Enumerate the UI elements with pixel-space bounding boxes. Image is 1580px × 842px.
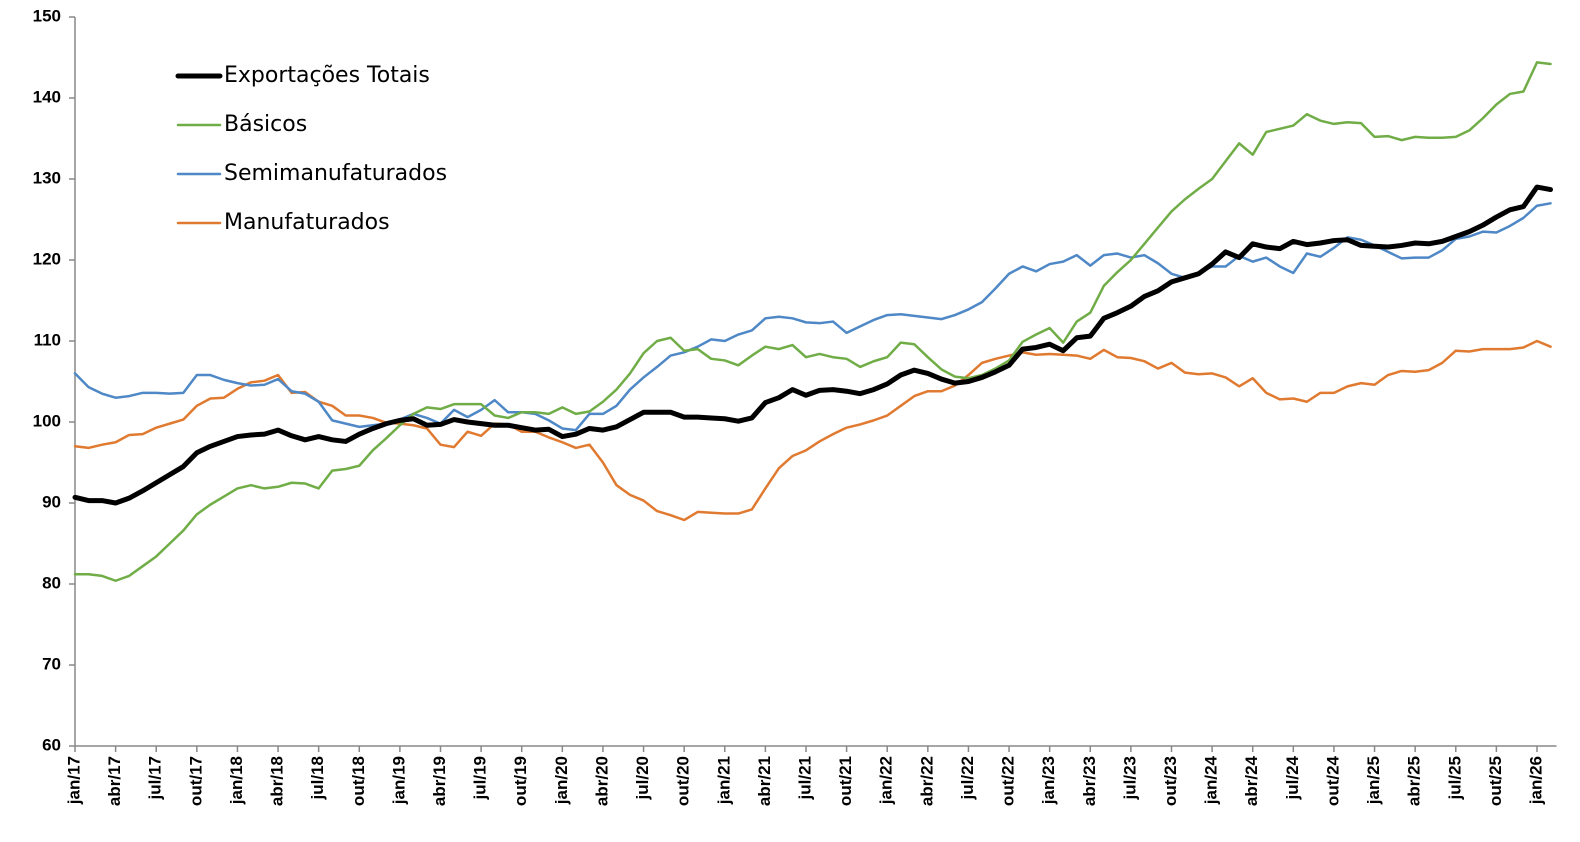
y-tick-label: 120 — [33, 249, 61, 268]
x-tick-label: abr/23 — [1080, 756, 1099, 806]
x-tick-label: abr/18 — [268, 756, 287, 806]
x-tick-label: out/22 — [999, 756, 1018, 806]
x-tick-label: jan/23 — [1039, 756, 1058, 805]
x-tick-label: jul/24 — [1283, 755, 1302, 800]
x-tick-label: jan/22 — [877, 756, 896, 805]
y-tick-label: 100 — [33, 411, 61, 430]
x-tick-label: abr/25 — [1405, 756, 1424, 806]
y-tick-label: 70 — [42, 654, 61, 673]
x-tick-label: jul/23 — [1120, 756, 1139, 800]
x-tick-label: jan/21 — [714, 756, 733, 805]
y-tick-label: 110 — [34, 330, 61, 349]
series-line — [73, 202, 1552, 432]
legend-label: Manufaturados — [224, 210, 390, 235]
x-tick-label: abr/24 — [1242, 755, 1261, 806]
y-tick-label: 90 — [42, 492, 61, 511]
y-tick-label: 140 — [33, 87, 61, 106]
legend-label: Exportações Totais — [224, 63, 430, 88]
x-tick-label: out/18 — [349, 756, 368, 806]
x-tick-label: jul/17 — [146, 756, 165, 800]
x-tick-label: abr/20 — [592, 756, 611, 806]
x-tick-label: out/17 — [186, 756, 205, 806]
x-tick-label: out/25 — [1486, 756, 1505, 806]
x-tick-label: jul/22 — [958, 756, 977, 800]
x-tick-label: abr/17 — [105, 756, 124, 806]
x-tick-label: jul/20 — [633, 756, 652, 800]
x-tick-label: out/21 — [836, 756, 855, 806]
series-line — [73, 339, 1552, 522]
x-tick-label: abr/21 — [755, 756, 774, 806]
legend-label: Básicos — [224, 112, 307, 137]
legend-label: Semimanufaturados — [224, 161, 447, 186]
x-tick-label: jan/17 — [64, 756, 83, 805]
x-tick-label: abr/22 — [917, 756, 936, 806]
x-tick-label: jan/24 — [1202, 755, 1221, 805]
x-tick-label: jan/25 — [1364, 756, 1383, 805]
x-tick-label: jul/18 — [308, 756, 327, 800]
x-tick-label: jan/19 — [389, 756, 408, 805]
y-tick-label: 130 — [33, 168, 61, 187]
x-tick-label: out/24 — [1323, 755, 1342, 806]
x-tick-label: abr/19 — [430, 756, 449, 806]
series-line — [73, 61, 1552, 583]
x-tick-label: out/23 — [1161, 756, 1180, 806]
x-tick-label: jul/19 — [471, 756, 490, 800]
x-tick-label: jul/25 — [1445, 756, 1464, 800]
y-tick-label: 80 — [42, 573, 61, 592]
x-tick-label: out/20 — [674, 756, 693, 806]
x-tick-label: out/19 — [511, 756, 530, 806]
x-tick-label: jan/26 — [1526, 756, 1545, 805]
x-tick-label: jan/20 — [552, 756, 571, 805]
y-tick-label: 60 — [42, 735, 61, 754]
x-tick-label: jul/21 — [795, 756, 814, 800]
y-tick-label: 150 — [33, 6, 61, 25]
x-tick-label: jan/18 — [227, 756, 246, 805]
series-line — [72, 184, 1554, 506]
